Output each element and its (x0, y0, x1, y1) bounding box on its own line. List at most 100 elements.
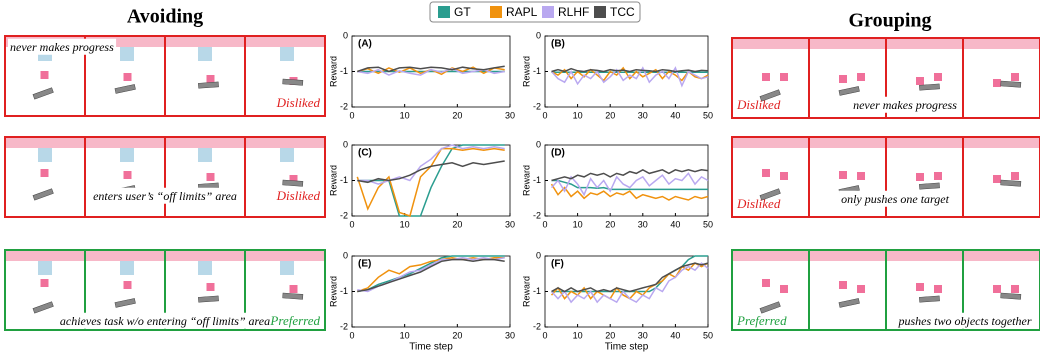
object (839, 75, 847, 83)
object (857, 172, 865, 180)
frame-band (963, 38, 1040, 49)
series-line (551, 67, 709, 73)
legend-swatch (594, 6, 606, 18)
legend-box (429, 1, 641, 23)
x-tick-label: 0 (542, 330, 547, 340)
object (289, 285, 298, 293)
robot (759, 301, 781, 314)
object (780, 285, 788, 293)
robot (759, 89, 781, 102)
frame-band (85, 137, 165, 148)
frame-band (886, 137, 963, 148)
series-line (357, 67, 505, 76)
object (839, 171, 847, 179)
object (1011, 172, 1019, 180)
frame-band (886, 250, 963, 261)
frame (244, 35, 326, 117)
right-title: Grouping (849, 10, 932, 32)
x-tick-label: 10 (573, 110, 583, 120)
x-tick-label: 30 (505, 219, 515, 229)
x-tick-label: 50 (703, 110, 713, 120)
object (857, 73, 865, 81)
frame-band (85, 36, 165, 47)
verdict: Preferred (736, 313, 787, 328)
panel-label: (B) (551, 39, 565, 50)
frame-band (5, 250, 85, 261)
robot (1000, 80, 1022, 88)
legend-label: TCC (610, 5, 635, 19)
frame-band (85, 250, 165, 261)
caption-bg (8, 38, 117, 55)
x-tick-label: 10 (400, 330, 410, 340)
frame (962, 249, 1040, 331)
frame-band (165, 137, 245, 148)
object (993, 175, 1001, 183)
object (762, 279, 770, 287)
x-tick-label: 20 (452, 219, 462, 229)
series-line (550, 66, 709, 88)
legend-label: GT (454, 5, 471, 19)
x-tick-label: 20 (605, 110, 615, 120)
object (993, 79, 1001, 87)
y-axis-label: Reward (328, 56, 338, 87)
x-tick-label: 30 (638, 330, 648, 340)
legend-swatch (490, 6, 502, 18)
y-tick-label: 0 (343, 250, 348, 260)
y-tick-label: -2 (533, 321, 541, 331)
y-axis-label: Reward (521, 165, 531, 196)
robot (198, 81, 219, 89)
robot (114, 298, 136, 308)
object (289, 175, 298, 183)
series-line (551, 255, 708, 293)
x-tick-label: 10 (400, 110, 410, 120)
x-tick-label: 40 (670, 330, 680, 340)
x-axis-label: Time step (605, 342, 649, 353)
robot (32, 87, 54, 100)
x-tick-label: 30 (638, 110, 648, 120)
robot (114, 84, 136, 94)
series-line (357, 258, 505, 293)
frame-band (809, 38, 886, 49)
frame (962, 136, 1040, 218)
y-tick-label: -1 (340, 66, 348, 76)
x-tick-label: 10 (573, 330, 583, 340)
x-tick-label: 0 (542, 110, 547, 120)
panel-label: (E) (358, 259, 371, 270)
frame-band (732, 38, 809, 49)
object (934, 73, 942, 81)
series-line (550, 183, 709, 201)
frame-band (245, 137, 325, 148)
off-limits (38, 148, 52, 162)
object (206, 283, 215, 291)
robot (759, 188, 781, 201)
robot (838, 86, 860, 96)
y-axis-label: Reward (328, 165, 338, 196)
robot (198, 295, 219, 303)
x-tick-label: 50 (703, 330, 713, 340)
panel-label: (D) (551, 148, 565, 159)
off-limits (38, 261, 52, 275)
verdict: Disliked (736, 97, 781, 112)
off-limits (198, 261, 212, 275)
object (839, 281, 847, 289)
frame-band (732, 137, 809, 148)
x-tick-label: 30 (505, 110, 515, 120)
robot (919, 295, 940, 303)
series-line (357, 255, 505, 293)
verdict: Disliked (736, 196, 781, 211)
panel-label: (F) (551, 259, 564, 270)
y-axis-label: Reward (328, 276, 338, 307)
legend-label: RLHF (558, 5, 589, 19)
object (857, 285, 865, 293)
x-tick-label: 30 (638, 219, 648, 229)
caption: enters user’s “off limits” area (93, 189, 237, 203)
caption: achieves task w/o entering “off limits” … (60, 314, 270, 328)
robot (919, 83, 940, 91)
frame-band (5, 137, 85, 148)
object (916, 283, 924, 291)
x-tick-label: 0 (349, 219, 354, 229)
x-tick-label: 30 (505, 330, 515, 340)
frame-band (963, 250, 1040, 261)
y-tick-label: -1 (340, 286, 348, 296)
x-tick-label: 20 (452, 330, 462, 340)
